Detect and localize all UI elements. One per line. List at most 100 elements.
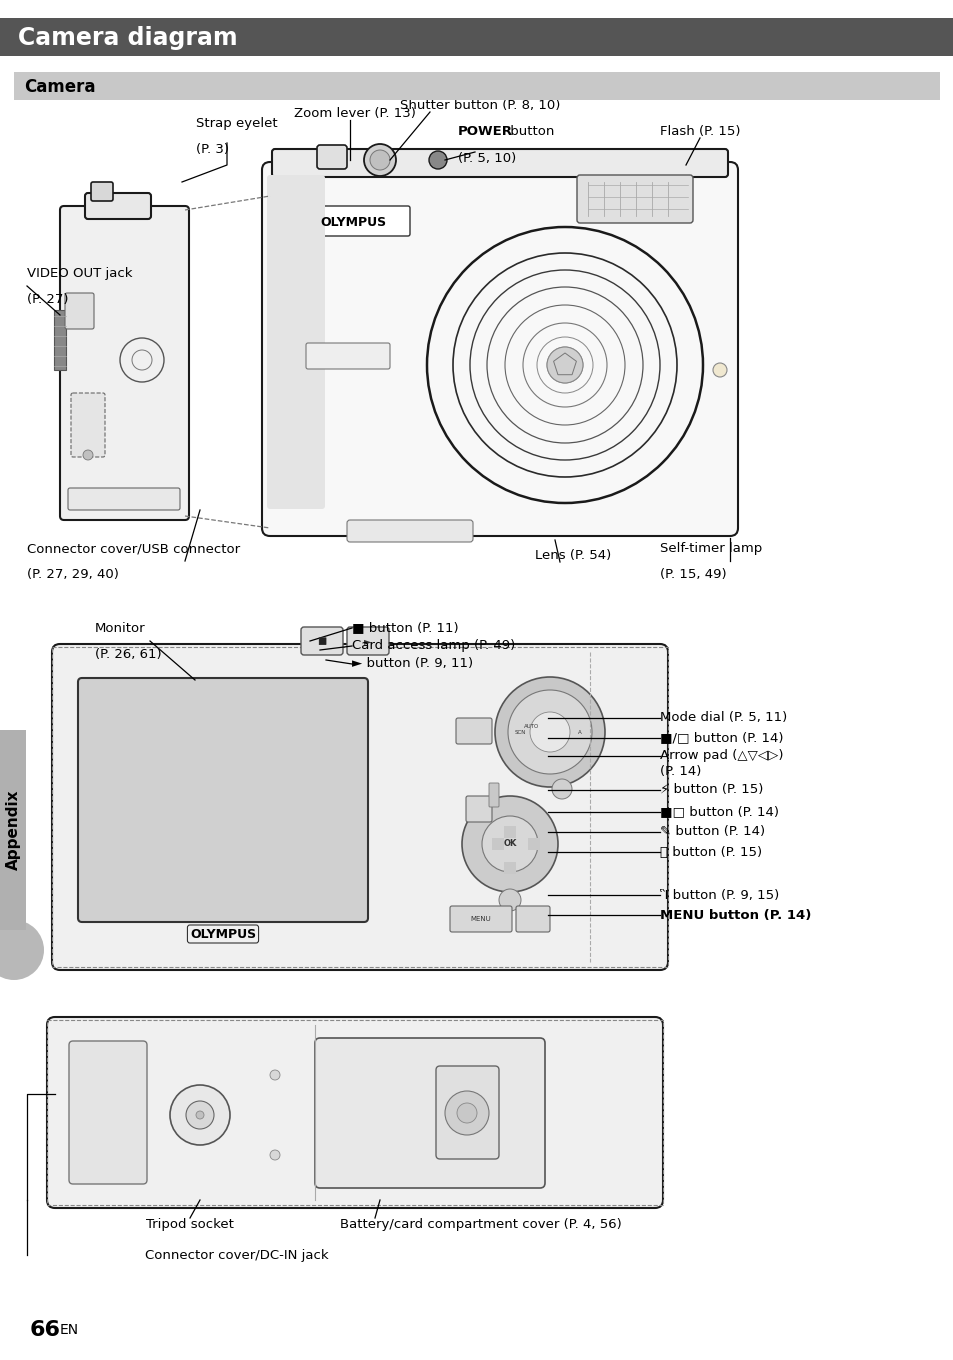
Text: (P. 5, 10): (P. 5, 10) (457, 152, 516, 165)
FancyBboxPatch shape (65, 292, 94, 329)
Text: OLYMPUS: OLYMPUS (190, 928, 255, 941)
Text: ✎ button (P. 14): ✎ button (P. 14) (659, 826, 764, 839)
Text: SCN: SCN (514, 729, 525, 734)
Bar (492, 838, 503, 850)
Bar (52, 647, 667, 967)
FancyBboxPatch shape (450, 906, 512, 932)
FancyBboxPatch shape (60, 205, 189, 520)
FancyBboxPatch shape (306, 343, 390, 369)
Text: ⌛ button (P. 15): ⌛ button (P. 15) (659, 846, 761, 858)
FancyBboxPatch shape (347, 627, 389, 656)
Text: Ἳ button (P. 9, 15): Ἳ button (P. 9, 15) (659, 888, 779, 902)
Circle shape (456, 1103, 476, 1123)
Text: button: button (505, 125, 554, 137)
Circle shape (364, 144, 395, 175)
Circle shape (170, 1085, 230, 1145)
Text: Zoom lever (P. 13): Zoom lever (P. 13) (294, 107, 416, 120)
Text: MENU: MENU (470, 917, 491, 922)
Bar (47, 1020, 662, 1205)
Text: Battery/card compartment cover (P. 4, 56): Battery/card compartment cover (P. 4, 56… (339, 1219, 621, 1231)
Circle shape (481, 816, 537, 872)
Circle shape (186, 1102, 213, 1129)
FancyBboxPatch shape (347, 520, 473, 543)
Text: (P. 26, 61): (P. 26, 61) (95, 647, 161, 661)
FancyBboxPatch shape (314, 1038, 544, 1189)
Text: Tripod socket: Tripod socket (146, 1219, 233, 1231)
Text: Lens (P. 54): Lens (P. 54) (535, 549, 611, 562)
Text: Camera diagram: Camera diagram (18, 26, 237, 50)
Bar (14, 72, 939, 101)
FancyBboxPatch shape (267, 175, 325, 509)
FancyBboxPatch shape (68, 488, 180, 510)
Text: AUTO: AUTO (524, 725, 539, 729)
Text: Strap eyelet: Strap eyelet (195, 117, 277, 131)
Circle shape (270, 1151, 280, 1160)
Circle shape (507, 690, 592, 774)
Circle shape (495, 677, 604, 787)
Text: MENU button (P. 14): MENU button (P. 14) (659, 908, 810, 922)
Text: Arrow pad (△▽◁▷): Arrow pad (△▽◁▷) (659, 749, 782, 763)
Circle shape (195, 1111, 204, 1119)
Text: (P. 27): (P. 27) (27, 292, 69, 306)
Text: EN: EN (60, 1323, 79, 1337)
FancyBboxPatch shape (78, 679, 368, 922)
Text: (P. 15, 49): (P. 15, 49) (659, 568, 726, 581)
FancyBboxPatch shape (71, 393, 105, 457)
Bar (0, 730, 26, 930)
Bar (54, 310, 66, 370)
Text: Card access lamp (P. 49): Card access lamp (P. 49) (352, 639, 515, 653)
FancyBboxPatch shape (489, 783, 498, 806)
Text: Camera: Camera (24, 78, 95, 97)
Text: ■□ button (P. 14): ■□ button (P. 14) (659, 805, 779, 819)
FancyBboxPatch shape (91, 182, 112, 201)
Text: ■ button (P. 11): ■ button (P. 11) (352, 622, 458, 635)
Circle shape (461, 796, 558, 892)
Text: ► button (P. 9, 11): ► button (P. 9, 11) (352, 657, 473, 670)
Text: (P. 14): (P. 14) (659, 764, 700, 778)
Circle shape (0, 919, 44, 981)
FancyBboxPatch shape (47, 1017, 662, 1208)
Text: POWER: POWER (457, 125, 513, 137)
FancyBboxPatch shape (52, 645, 667, 970)
FancyBboxPatch shape (465, 796, 492, 821)
FancyBboxPatch shape (577, 175, 692, 223)
Circle shape (370, 150, 390, 170)
Text: Appendix: Appendix (6, 790, 20, 870)
FancyBboxPatch shape (85, 193, 151, 219)
Circle shape (498, 889, 520, 911)
Circle shape (110, 1151, 120, 1160)
Bar (0, 18, 953, 56)
Text: Connector cover/USB connector: Connector cover/USB connector (27, 543, 240, 555)
Circle shape (444, 1091, 489, 1136)
FancyBboxPatch shape (516, 906, 550, 932)
Text: VIDEO OUT jack: VIDEO OUT jack (27, 267, 132, 280)
Circle shape (110, 1070, 120, 1080)
FancyBboxPatch shape (456, 718, 492, 744)
Text: A: A (578, 729, 581, 734)
Text: 66: 66 (30, 1321, 61, 1340)
Text: ►: ► (364, 636, 372, 646)
Text: ■: ■ (317, 636, 326, 646)
Text: Mode dial (P. 5, 11): Mode dial (P. 5, 11) (659, 711, 786, 725)
FancyBboxPatch shape (316, 146, 347, 169)
Text: (P. 3): (P. 3) (195, 143, 229, 156)
Circle shape (552, 779, 572, 800)
FancyBboxPatch shape (69, 1040, 147, 1185)
Text: ⚡ button (P. 15): ⚡ button (P. 15) (659, 783, 762, 797)
FancyBboxPatch shape (436, 1066, 498, 1159)
Text: ■/□ button (P. 14): ■/□ button (P. 14) (659, 732, 782, 744)
Text: Shutter button (P. 8, 10): Shutter button (P. 8, 10) (399, 99, 559, 112)
Bar (503, 862, 516, 874)
Circle shape (530, 713, 569, 752)
FancyBboxPatch shape (272, 150, 727, 177)
Text: Self-timer lamp: Self-timer lamp (659, 543, 761, 555)
Circle shape (429, 151, 447, 169)
Text: (P. 27, 29, 40): (P. 27, 29, 40) (27, 568, 119, 581)
Bar (503, 826, 516, 838)
Text: OK: OK (503, 839, 517, 849)
FancyBboxPatch shape (262, 162, 738, 536)
Bar (527, 838, 539, 850)
FancyBboxPatch shape (295, 205, 410, 237)
Text: OLYMPUS: OLYMPUS (319, 215, 386, 228)
FancyBboxPatch shape (301, 627, 343, 656)
